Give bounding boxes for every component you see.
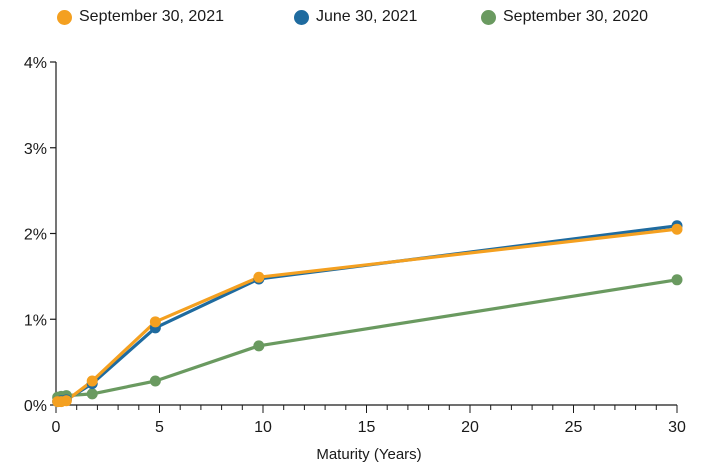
y-tick-label: 0% [24, 398, 47, 415]
x-tick-label: 20 [461, 419, 479, 436]
series-2-point-5 [253, 271, 265, 283]
x-tick-label: 30 [668, 419, 686, 436]
legend-item-sep-2021: September 30, 2021 [57, 8, 224, 26]
legend-item-sep-2020: September 30, 2020 [481, 8, 648, 26]
legend-item-jun-2021: June 30, 2021 [294, 8, 417, 26]
x-tick-label: 0 [52, 419, 61, 436]
y-tick-label: 4% [24, 55, 47, 72]
series-2-point-3 [86, 375, 98, 387]
series-points [52, 220, 683, 408]
series-2-point-2 [60, 395, 72, 407]
y-tick-label: 3% [24, 141, 47, 158]
series-2-point-4 [149, 316, 161, 328]
series-lines [56, 224, 679, 404]
legend-swatch-sep-2021 [57, 9, 72, 25]
y-tick-label: 1% [24, 312, 47, 329]
series-line-1 [56, 224, 679, 404]
legend-label-sep-2021: September 30, 2021 [79, 8, 224, 25]
x-tick-label: 15 [358, 419, 376, 436]
series-0-point-3 [86, 388, 98, 400]
x-axis-title: Maturity (Years) [316, 446, 421, 463]
y-tick-label: 2% [24, 227, 47, 244]
legend-label-sep-2020: September 30, 2020 [503, 8, 648, 25]
series-line-2 [56, 227, 679, 404]
legend-swatch-sep-2020 [481, 9, 496, 25]
axes: 0% 1% 2% 3% 4% 0 5 10 15 20 25 30 [24, 55, 686, 436]
series-0-point-5 [253, 340, 265, 352]
series-0-point-6 [671, 274, 683, 286]
legend-label-jun-2021: June 30, 2021 [316, 8, 418, 25]
x-tick-label: 25 [565, 419, 583, 436]
series-2-point-6 [671, 223, 683, 235]
x-tick-label: 10 [254, 419, 272, 436]
series-0-point-4 [149, 375, 161, 387]
x-tick-label: 5 [155, 419, 164, 436]
legend-swatch-jun-2021 [294, 9, 309, 25]
legend: September 30, 2021 June 30, 2021 Septemb… [0, 6, 701, 32]
